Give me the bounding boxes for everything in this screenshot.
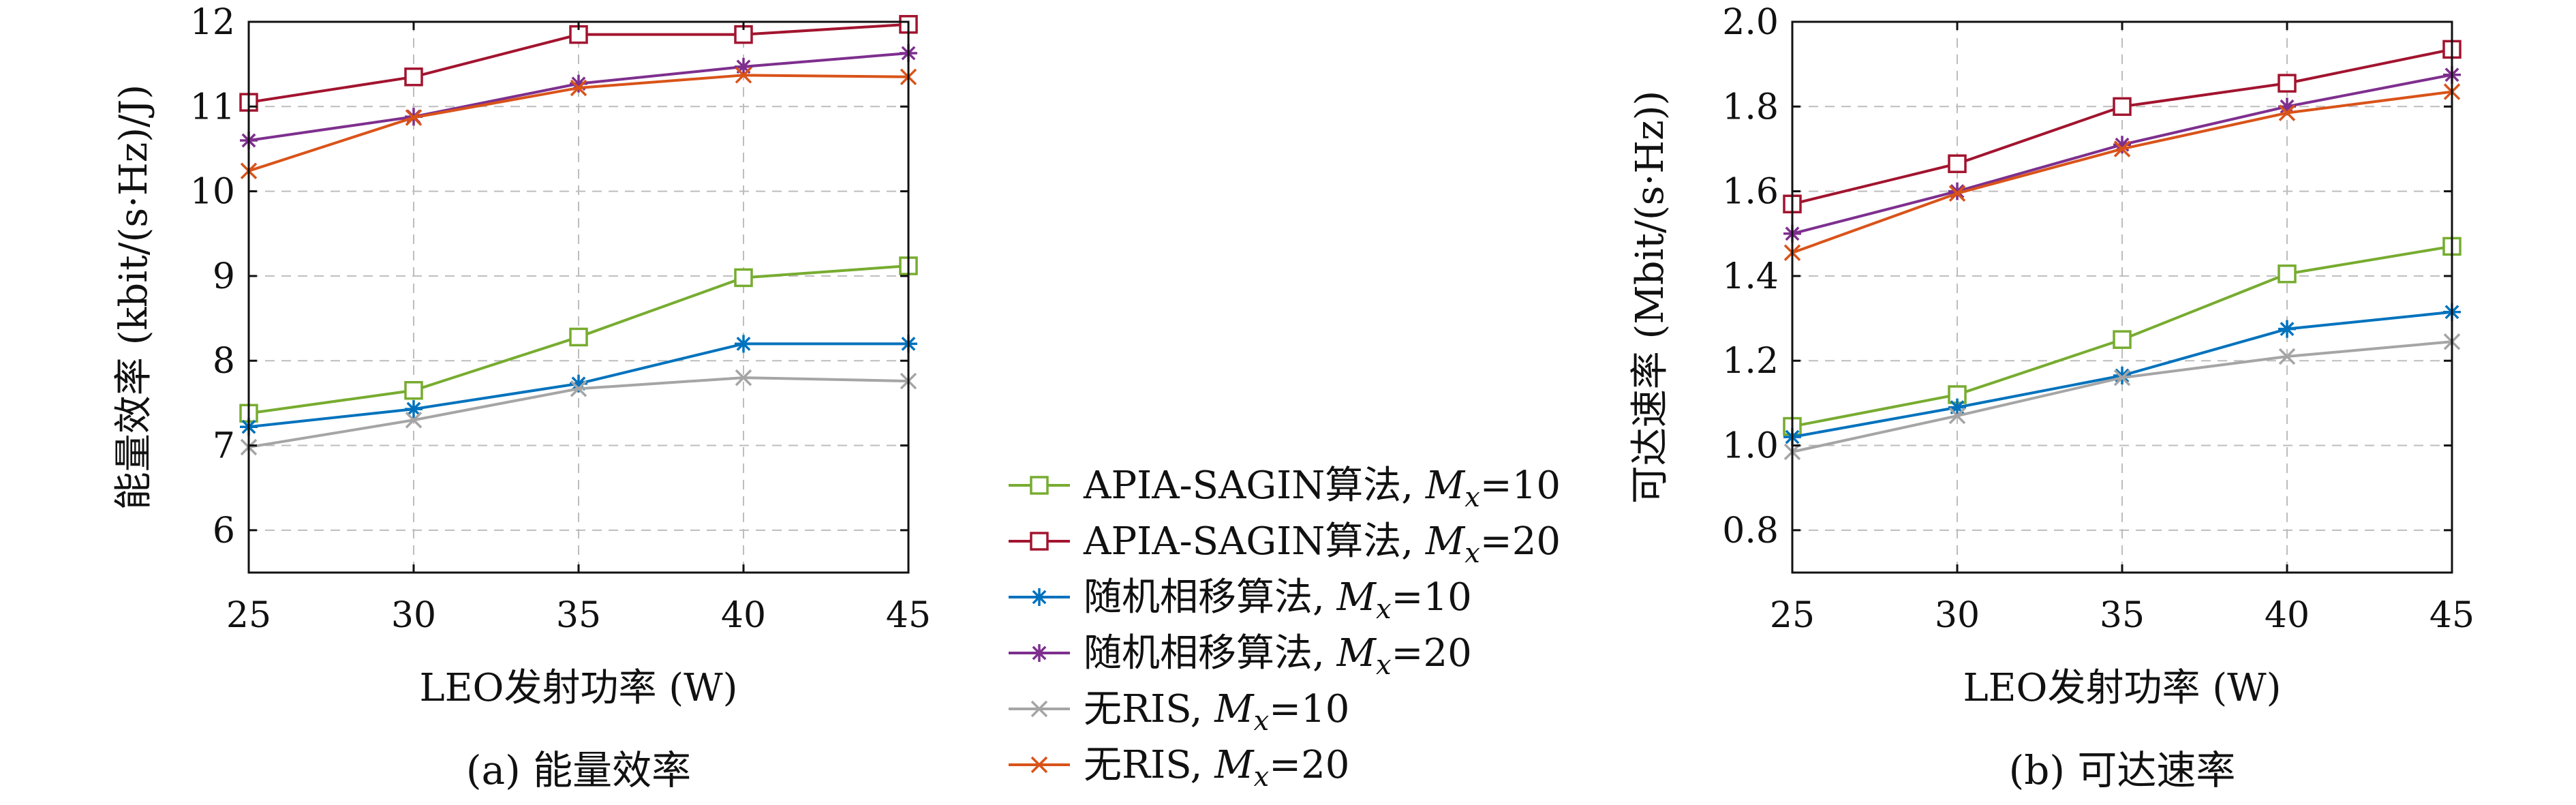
data-point-1-0-2 <box>2113 330 2132 349</box>
legend-label-5: 无RIS, Mx=20 <box>1084 743 1349 793</box>
legend-marker-2 <box>1030 588 1048 606</box>
ytick-label-0-3: 9 <box>213 256 235 297</box>
ytick-label-1-2: 1.2 <box>1722 341 1779 382</box>
ylabel-a: 能量效率 (kbit/(s·Hz)/J) <box>112 85 156 510</box>
ytick-label-1-3: 1.4 <box>1722 256 1779 297</box>
panel-energy-efficiency: 6 7 8 9 10 11 12 25 30 35 40 45 能量效率 (kbit/(s·Hz)/J… <box>112 2 931 793</box>
legend-label-2: 随机相移算法, Mx=10 <box>1084 575 1472 625</box>
ytick-label-0-6: 12 <box>190 2 235 43</box>
ytick-label-1-6: 2.0 <box>1722 2 1779 43</box>
data-point-0-0-3 <box>734 268 753 288</box>
legend-marker-1 <box>1030 532 1049 551</box>
data-point-1-1-1 <box>1948 154 1967 173</box>
data-point-1-4-3 <box>2278 348 2296 365</box>
xlabel-b: LEO发射功率 (W) <box>1963 666 2281 710</box>
ytick-label-0-4: 10 <box>190 172 235 213</box>
data-point-0-4-3 <box>735 369 752 386</box>
legend-label-3: 随机相移算法, Mx=20 <box>1084 631 1472 681</box>
ytick-label-0-5: 11 <box>190 87 235 127</box>
data-point-0-2-3 <box>735 335 752 353</box>
legend: APIA-SAGIN算法, Mx=10 APIA-SAGIN算法, Mx=20 随机… <box>1009 464 1561 793</box>
series-1-1 <box>1783 40 2462 214</box>
data-point-1-5-1 <box>1948 185 1966 202</box>
data-point-0-4-2 <box>570 380 587 397</box>
legend-entry-1: APIA-SAGIN算法, Mx=20 <box>1009 519 1561 569</box>
xtick-label-0-1: 30 <box>391 595 436 636</box>
ytick-label-1-0: 0.8 <box>1722 511 1779 551</box>
data-point-0-0-2 <box>569 327 588 347</box>
legend-entry-2: 随机相移算法, Mx=10 <box>1009 575 1472 625</box>
legend-entry-4: 无RIS, Mx=10 <box>1009 687 1349 737</box>
ytick-label-1-1: 1.0 <box>1722 426 1779 467</box>
data-point-1-1-3 <box>2278 74 2297 93</box>
xtick-label-0-3: 40 <box>721 595 766 636</box>
xtick-label-0-2: 35 <box>556 595 601 636</box>
data-point-0-2-1 <box>405 400 423 419</box>
data-point-0-5-2 <box>570 79 587 97</box>
legend-entry-0: APIA-SAGIN算法, Mx=10 <box>1009 464 1561 513</box>
data-point-0-1-1 <box>404 67 423 87</box>
xtick-label-0-4: 45 <box>886 595 931 636</box>
panel-achievable-rate: 0.8 1.0 1.2 1.4 1.6 1.8 2.0 25 30 35 40 45 可达速率 (Mb… <box>1628 2 2474 793</box>
data-point-0-4-1 <box>405 412 423 429</box>
ytick-label-1-4: 1.6 <box>1722 172 1779 213</box>
legend-marker-5 <box>1030 756 1048 774</box>
legend-entry-3: 随机相移算法, Mx=20 <box>1009 631 1472 681</box>
ytick-label-0-2: 8 <box>213 341 235 382</box>
data-point-1-5-3 <box>2278 104 2296 121</box>
data-point-1-1-2 <box>2113 97 2132 117</box>
legend-label-0: APIA-SAGIN算法, Mx=10 <box>1083 464 1561 513</box>
xtick-label-0-0: 25 <box>226 595 271 636</box>
legend-marker-0 <box>1030 476 1049 495</box>
data-point-0-3-3 <box>735 57 752 76</box>
data-point-1-5-2 <box>2113 140 2131 157</box>
data-point-0-0-1 <box>404 380 423 400</box>
ytick-label-1-5: 1.8 <box>1722 87 1779 127</box>
xtick-label-1-1: 30 <box>1935 595 1980 636</box>
ytick-label-0-0: 6 <box>213 511 235 551</box>
data-point-1-4-2 <box>2113 369 2131 386</box>
xlabel-a: LEO发射功率 (W) <box>419 666 737 710</box>
xtick-label-1-4: 45 <box>2429 595 2474 636</box>
data-point-0-5-3 <box>735 67 752 84</box>
ylabel-b: 可达速率 (Mbit/(s·Hz)) <box>1628 91 1672 504</box>
data-point-1-0-3 <box>2278 264 2297 284</box>
ytick-label-0-1: 7 <box>213 426 235 467</box>
series-1-4 <box>1783 333 2461 461</box>
caption-b: (b) 可达速率 <box>2009 747 2236 793</box>
xtick-label-1-2: 35 <box>2100 595 2145 636</box>
data-point-0-5-1 <box>405 109 423 126</box>
caption-a: (a) 能量效率 <box>466 747 691 793</box>
xtick-label-1-3: 40 <box>2265 595 2310 636</box>
legend-marker-4 <box>1030 700 1048 718</box>
data-point-1-4-1 <box>1948 407 1966 425</box>
legend-entry-5: 无RIS, Mx=20 <box>1009 743 1349 793</box>
xtick-label-1-0: 25 <box>1770 595 1815 636</box>
legend-label-4: 无RIS, Mx=10 <box>1084 687 1349 737</box>
legend-label-1: APIA-SAGIN算法, Mx=20 <box>1083 519 1561 569</box>
data-point-1-2-3 <box>2278 320 2296 338</box>
legend-marker-3 <box>1030 644 1048 662</box>
